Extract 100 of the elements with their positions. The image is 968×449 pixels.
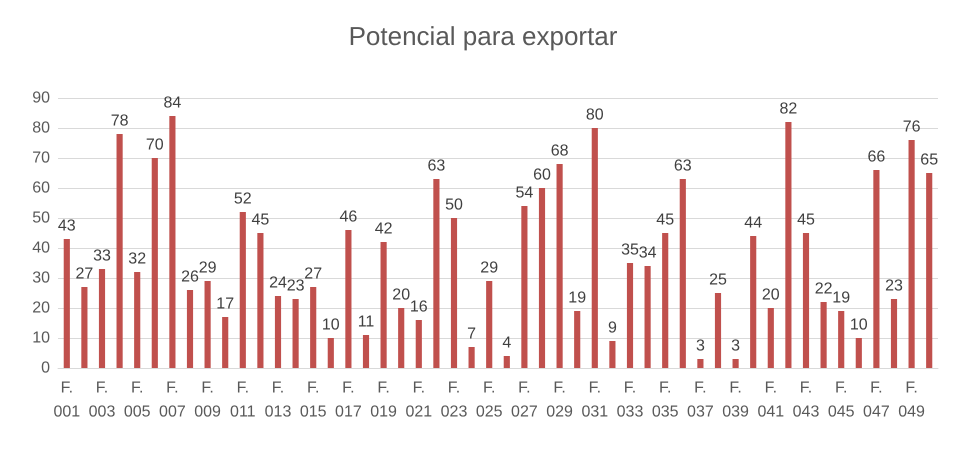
bar [802, 233, 810, 368]
bar [222, 317, 228, 368]
data-label: 34 [638, 244, 657, 262]
bar [240, 212, 246, 368]
data-label: 4 [502, 334, 512, 352]
data-label: 65 [920, 152, 938, 168]
chart-title: Potencial para exportar [348, 21, 618, 51]
bar [64, 239, 70, 368]
x-tick-label: F. 027 [511, 380, 538, 420]
data-label: 19 [832, 290, 850, 306]
x-tick-label: F. 009 [194, 380, 222, 420]
y-tick-label: 70 [32, 150, 50, 166]
bar [274, 296, 282, 368]
bar [768, 308, 774, 368]
x-tick-label: F. 013 [264, 380, 292, 420]
x-tick-label: F. 039 [722, 380, 750, 420]
data-label: 23 [286, 278, 305, 294]
data-label: 33 [93, 248, 111, 264]
bar [362, 335, 370, 368]
data-label: 11 [358, 314, 374, 330]
bar [81, 287, 88, 368]
bar [450, 218, 458, 368]
x-tick-label: F. 033 [616, 380, 644, 420]
x-tick-label: F. 005 [124, 380, 151, 420]
data-label: 46 [340, 208, 358, 226]
bar [433, 179, 440, 368]
bar [538, 188, 546, 368]
x-tick-label: F. 031 [581, 380, 608, 420]
data-label: 45 [656, 212, 674, 228]
bar [680, 179, 686, 368]
data-label: 76 [902, 118, 921, 136]
data-label: 29 [198, 260, 217, 276]
data-label: 23 [885, 278, 903, 294]
data-label: 32 [128, 250, 146, 268]
data-label: 20 [392, 286, 410, 304]
x-tick-label: F. 029 [546, 380, 574, 420]
bar [98, 269, 106, 368]
x-tick-label: F. 041 [757, 380, 784, 420]
bar [257, 233, 264, 368]
data-label: 43 [58, 218, 76, 234]
data-label: 22 [814, 280, 833, 298]
bar [186, 290, 194, 368]
data-label: 78 [110, 112, 129, 130]
bar [714, 293, 722, 368]
bar [116, 134, 123, 368]
bar [292, 299, 299, 368]
data-label: 45 [797, 212, 815, 228]
x-tick-label: F. 023 [440, 380, 468, 420]
bar [732, 359, 739, 368]
bar [574, 311, 580, 368]
x-tick-label: F. 049 [898, 380, 926, 420]
data-label: 19 [568, 290, 586, 306]
y-tick-label: 30 [32, 270, 50, 286]
data-label: 82 [780, 100, 798, 118]
data-label: 26 [181, 268, 199, 286]
data-label: 42 [374, 220, 393, 238]
data-label: 60 [533, 166, 551, 184]
x-tick-label: F. 017 [335, 380, 362, 420]
y-tick-label: 60 [32, 180, 50, 196]
bar [908, 140, 915, 368]
data-label: 9 [608, 320, 617, 336]
x-tick-label: F. 045 [828, 380, 855, 420]
data-label: 54 [516, 184, 534, 202]
bar [644, 266, 651, 368]
bar [416, 320, 422, 368]
bar [134, 272, 140, 368]
bar [504, 356, 510, 368]
x-tick-label: F. 047 [863, 380, 890, 420]
bar [750, 236, 756, 368]
x-tick-label: F. 011 [230, 380, 256, 420]
y-tick-label: 20 [32, 300, 50, 316]
data-label: 63 [428, 158, 446, 174]
bar [873, 170, 880, 368]
bar [626, 263, 634, 368]
bar [662, 233, 668, 368]
x-tick-label: F. 007 [159, 380, 186, 420]
y-tick-label: 50 [32, 210, 50, 226]
y-tick-label: 40 [32, 240, 50, 256]
data-label: 63 [674, 158, 692, 174]
y-tick-label: 10 [32, 330, 50, 346]
x-tick-label: F. 021 [405, 380, 432, 420]
data-label: 10 [850, 316, 868, 334]
bar [820, 302, 827, 368]
x-tick-label: F. 035 [652, 380, 679, 420]
bar [310, 287, 316, 368]
y-tick-label: 0 [41, 360, 50, 376]
bar [856, 338, 862, 368]
bar [398, 308, 404, 368]
x-tick-label: F. 043 [792, 380, 820, 420]
y-tick-label: 90 [32, 90, 50, 106]
bar [152, 158, 158, 368]
bar [890, 299, 898, 368]
bar [204, 281, 211, 368]
data-label: 70 [146, 136, 164, 154]
data-label: 7 [467, 326, 476, 342]
data-label: 68 [550, 142, 569, 160]
bar [468, 347, 475, 368]
data-label: 80 [586, 106, 604, 124]
x-tick-label: F. 001 [53, 380, 80, 420]
data-label: 66 [868, 148, 886, 166]
